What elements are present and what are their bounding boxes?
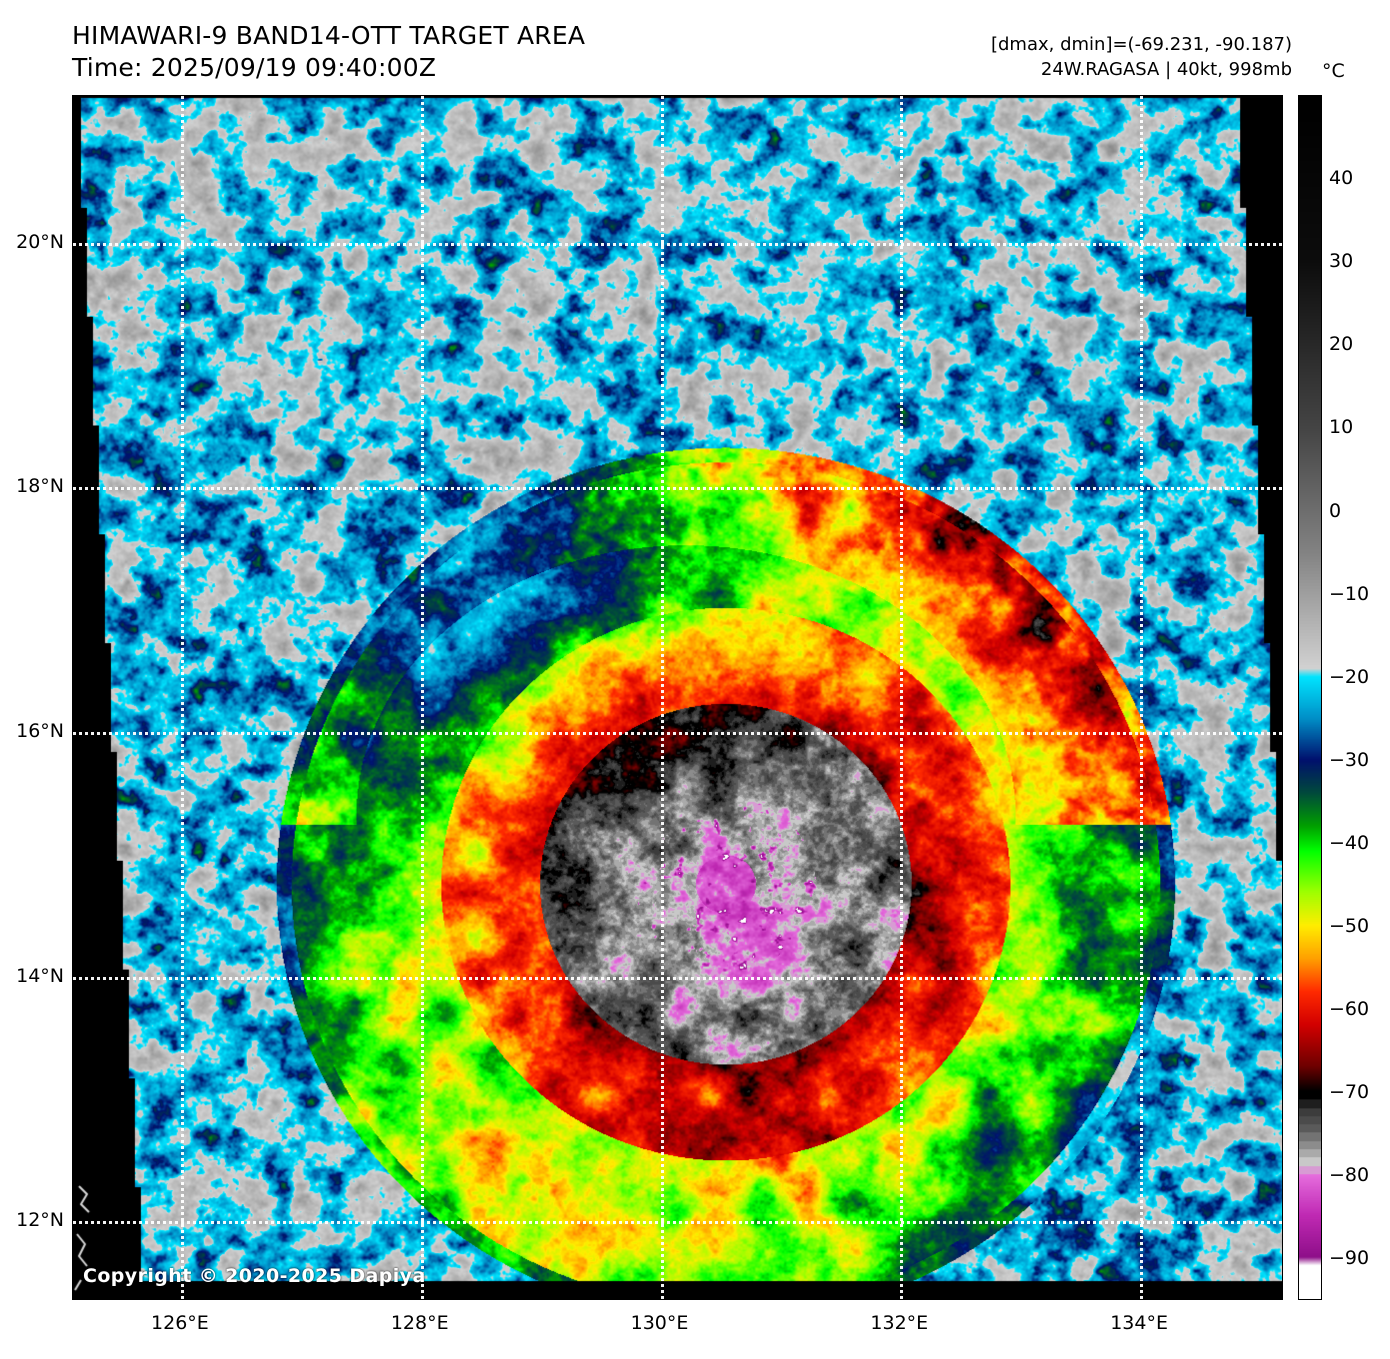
longitude-tick-label: 134°E [1110, 1312, 1168, 1334]
longitude-tick-label: 130°E [630, 1312, 689, 1334]
colorbar-tick-label: 0 [1329, 499, 1342, 522]
page-title: HIMAWARI-9 BAND14-OTT TARGET AREA [72, 21, 586, 50]
colorbar-tick-label: −40 [1329, 831, 1370, 854]
colorbar-tick-label: −20 [1329, 665, 1370, 688]
longitude-tick-label: 132°E [870, 1312, 929, 1334]
colorbar-tick-label: −10 [1329, 582, 1370, 605]
colorbar-tick-label: −30 [1329, 748, 1370, 771]
longitude-tick-label: 126°E [151, 1312, 209, 1334]
latitude-tick-label: 20°N [16, 230, 64, 253]
colorbar-gradient [1299, 96, 1321, 1299]
latitude-tick-label: 14°N [16, 964, 64, 987]
latitude-tick-label: 12°N [16, 1209, 64, 1232]
dmax-dmin-label: [dmax, dmin]=(-69.231, -90.187) [990, 34, 1292, 55]
colorbar-tick-label: −80 [1329, 1164, 1370, 1187]
satellite-image-panel[interactable]: Copyright © 2020-2025 Dapiya [72, 95, 1283, 1300]
colorbar[interactable] [1298, 95, 1322, 1300]
colorbar-tick-label: 10 [1329, 416, 1354, 439]
colorbar-unit-label: °C [1322, 60, 1345, 82]
colorbar-tick-label: −70 [1329, 1081, 1370, 1104]
colorbar-tick-label: −50 [1329, 915, 1370, 938]
copyright-label: Copyright © 2020-2025 Dapiya [83, 1265, 426, 1287]
storm-info-label: 24W.RAGASA | 40kt, 998mb [1040, 59, 1292, 80]
colorbar-tick-label: 40 [1329, 167, 1354, 190]
latitude-tick-label: 18°N [16, 475, 64, 498]
longitude-tick-label: 128°E [390, 1312, 449, 1334]
timestamp-label: Time: 2025/09/19 09:40:00Z [72, 53, 437, 82]
satellite-infrared-imagery [73, 96, 1282, 1299]
colorbar-tick-label: −90 [1329, 1247, 1370, 1270]
latitude-tick-label: 16°N [16, 720, 64, 743]
colorbar-tick-label: 20 [1329, 333, 1354, 356]
colorbar-tick-label: 30 [1329, 250, 1354, 273]
colorbar-tick-label: −60 [1329, 998, 1370, 1021]
